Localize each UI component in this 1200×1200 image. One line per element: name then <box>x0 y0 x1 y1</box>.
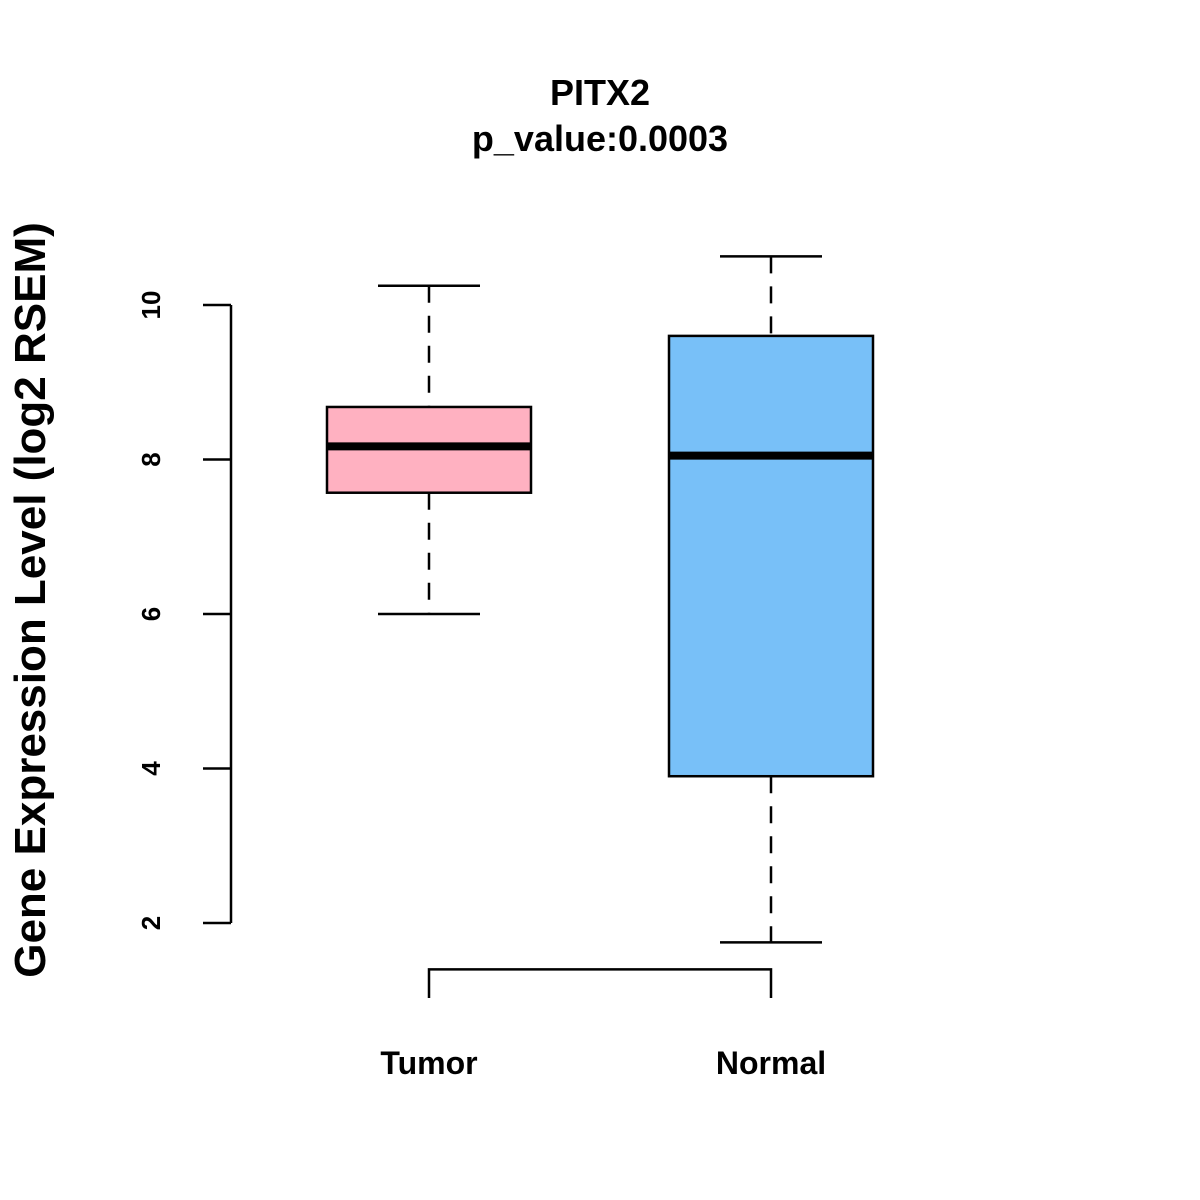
y-tick-label: 10 <box>136 291 166 320</box>
y-tick-label: 4 <box>136 761 166 776</box>
y-tick-label: 8 <box>136 452 166 466</box>
category-label: Tumor <box>380 1045 477 1081</box>
chart-title: PITX2 <box>550 72 650 113</box>
category-label: Normal <box>716 1045 826 1081</box>
y-tick-label: 2 <box>136 916 166 930</box>
box-tumor <box>325 284 533 616</box>
y-axis: 2 4 6 8 10 <box>136 291 233 930</box>
chart-subtitle: p_value:0.0003 <box>472 118 728 159</box>
y-tick-label: 6 <box>136 607 166 621</box>
box-normal <box>667 255 875 944</box>
comparison-bracket <box>427 968 773 998</box>
y-axis-label: Gene Expression Level (log2 RSEM) <box>6 222 55 978</box>
category-labels: Tumor Normal <box>380 1045 826 1081</box>
boxes <box>325 255 875 944</box>
iqr-box <box>667 334 875 778</box>
bracket-line <box>427 968 773 998</box>
